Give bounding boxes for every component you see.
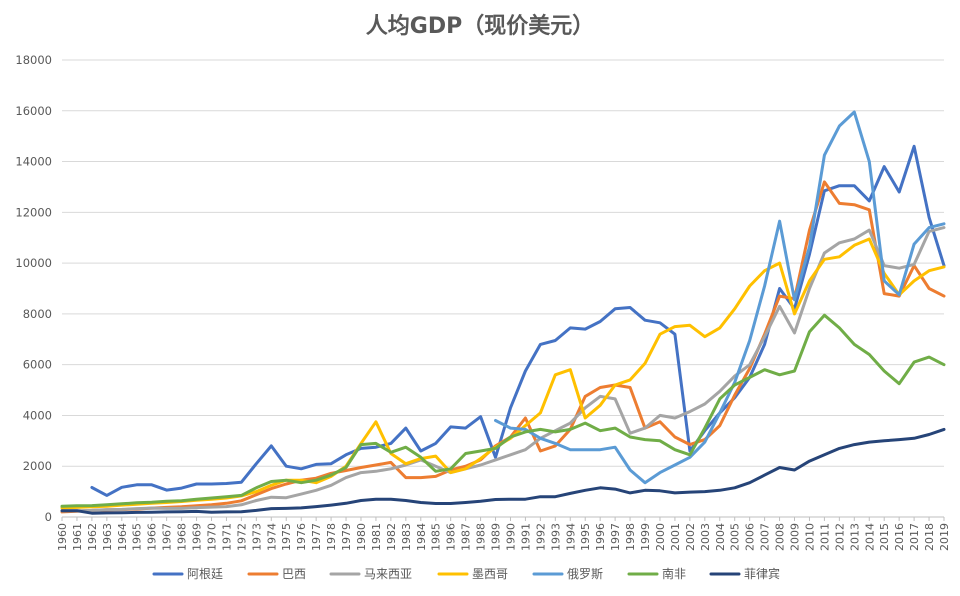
- x-tick-label: 1974: [265, 523, 278, 551]
- y-tick-label: 8000: [23, 307, 52, 321]
- series-lines: [60, 110, 946, 515]
- legend-item-3: 墨西哥: [437, 567, 508, 581]
- x-tick-label: 2017: [908, 523, 921, 551]
- x-tick-label: 2006: [744, 523, 757, 551]
- series-line-4: [494, 110, 946, 485]
- legend-item-6: 菲律宾: [709, 566, 780, 581]
- x-tick-label: 1997: [609, 523, 622, 551]
- series-line-3: [60, 237, 946, 510]
- x-tick-label: 2016: [893, 523, 906, 551]
- x-tick-label: 1964: [116, 523, 129, 551]
- legend-item-5: 南非: [627, 566, 686, 581]
- x-tick-label: 1992: [534, 523, 547, 551]
- y-tick-label: 18000: [15, 53, 52, 67]
- x-tick-label: 2010: [803, 523, 816, 551]
- x-tick-label: 1996: [594, 523, 607, 551]
- x-tick-label: 2019: [938, 523, 951, 551]
- x-tick-label: 1989: [490, 523, 503, 551]
- x-tick-label: 2005: [729, 523, 742, 551]
- x-tick-label: 1969: [191, 523, 204, 551]
- x-tick-label: 1976: [295, 523, 308, 551]
- x-tick-label: 1966: [146, 523, 159, 551]
- x-tick-label: 1987: [460, 523, 473, 551]
- x-tick-label: 2014: [863, 523, 876, 551]
- legend-label: 俄罗斯: [567, 567, 603, 581]
- x-tick-label: 1994: [564, 523, 577, 551]
- x-tick-label: 1999: [639, 523, 652, 551]
- chart-title: 人均GDP（现价美元）: [366, 13, 594, 39]
- legend-item-4: 俄罗斯: [532, 567, 603, 581]
- y-tick-label: 0: [45, 510, 52, 524]
- x-tick-label: 2004: [714, 523, 727, 551]
- x-tick-label: 2011: [818, 523, 831, 551]
- gridlines: [62, 59, 944, 518]
- y-tick-label: 4000: [23, 408, 52, 422]
- x-tick-label: 2009: [789, 523, 802, 551]
- series-line-0: [90, 144, 946, 497]
- y-tick-label: 12000: [15, 205, 52, 219]
- y-tick-label: 14000: [15, 155, 52, 169]
- legend-item-1: 巴西: [247, 567, 306, 581]
- x-tick-label: 2001: [669, 523, 682, 551]
- x-tick-label: 2018: [923, 523, 936, 551]
- x-tick-label: 2007: [759, 523, 772, 551]
- x-tick-label: 1981: [370, 523, 383, 551]
- x-tick-label: 1998: [624, 523, 637, 551]
- x-tick-label: 1962: [86, 523, 99, 551]
- x-tick-label: 1986: [445, 523, 458, 551]
- x-tick-label: 1968: [176, 523, 189, 551]
- x-tick-label: 1970: [205, 523, 218, 551]
- x-tick-label: 1982: [385, 523, 398, 551]
- x-tick-label: 1990: [504, 523, 517, 551]
- y-tick-label: 16000: [15, 104, 52, 118]
- series-line-6: [60, 427, 946, 515]
- x-tick-label: 1972: [235, 523, 248, 551]
- x-tick-label: 1983: [400, 523, 413, 551]
- x-tick-label: 1977: [310, 523, 323, 551]
- series-line-5: [60, 313, 946, 508]
- x-tick-label: 1963: [101, 523, 114, 551]
- x-tick-label: 1993: [549, 523, 562, 551]
- x-tick-label: 1965: [131, 523, 144, 551]
- x-tick-label: 2003: [699, 523, 712, 551]
- x-tick-label: 2000: [654, 523, 667, 551]
- legend: 阿根廷 巴西 马来西亚 墨西哥 俄罗斯 南非 菲律宾: [152, 566, 780, 581]
- x-tick-label: 1985: [430, 523, 443, 551]
- legend-label: 菲律宾: [744, 566, 780, 581]
- legend-label: 阿根廷: [187, 567, 223, 581]
- x-tick-label: 1991: [519, 523, 532, 551]
- x-tick-label: 1988: [475, 523, 488, 551]
- x-tick-label: 1995: [579, 523, 592, 551]
- x-tick-label: 1979: [340, 523, 353, 551]
- x-tick-label: 2002: [684, 523, 697, 551]
- x-tick-label: 1967: [161, 523, 174, 551]
- y-tick-label: 6000: [23, 358, 52, 372]
- x-tick-label: 1960: [56, 523, 69, 551]
- legend-item-2: 马来西亚: [329, 567, 412, 581]
- legend-label: 巴西: [282, 567, 306, 581]
- x-tick-label: 2015: [878, 523, 891, 551]
- x-tick-label: 1961: [71, 523, 84, 551]
- x-tick-label: 2008: [774, 523, 787, 551]
- y-tick-label: 2000: [23, 459, 52, 473]
- x-tick-label: 1980: [355, 523, 368, 551]
- legend-label: 南非: [662, 566, 686, 581]
- y-axis-tick-labels: 0 2000 4000 6000 8000 10000 12000 14000 16000 180…: [15, 53, 52, 524]
- x-tick-label: 1973: [250, 523, 263, 551]
- x-tick-label: 2013: [848, 523, 861, 551]
- legend-label: 马来西亚: [364, 567, 412, 581]
- x-axis-tick-labels: 1960 1961 1962 1963 1964 1965 1966 1967 1968 1969…: [56, 517, 951, 551]
- legend-item-0: 阿根廷: [152, 567, 223, 581]
- legend-label: 墨西哥: [472, 567, 508, 581]
- y-tick-label: 10000: [15, 256, 52, 270]
- x-tick-label: 1975: [280, 523, 293, 551]
- x-tick-label: 2012: [833, 523, 846, 551]
- x-tick-label: 1984: [415, 523, 428, 551]
- series-line-2: [60, 226, 946, 513]
- x-tick-label: 1971: [220, 523, 233, 551]
- x-tick-label: 1978: [325, 523, 338, 551]
